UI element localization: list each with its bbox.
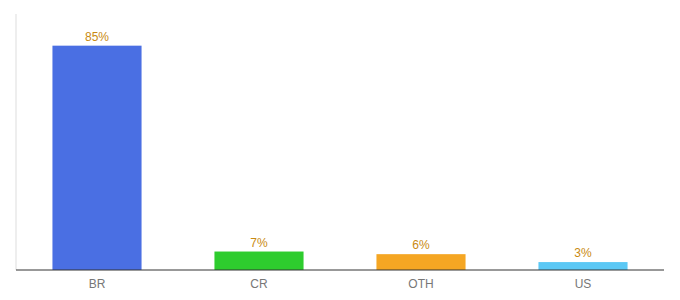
- bar: [52, 46, 141, 270]
- chart-container: 85% 7% 6% 3% BR CR OTH US: [0, 0, 680, 300]
- bar: [538, 262, 627, 270]
- data-label: 85%: [85, 30, 109, 44]
- x-tick-labels: BR CR OTH US: [89, 277, 592, 291]
- bar: [376, 254, 465, 270]
- x-axis-line: [16, 270, 664, 271]
- x-tick-label: CR: [250, 277, 268, 291]
- data-label: 7%: [250, 236, 268, 250]
- chart-svg: 85% 7% 6% 3% BR CR OTH US: [0, 0, 680, 300]
- x-tick-label: OTH: [408, 277, 433, 291]
- data-labels: 85% 7% 6% 3%: [85, 30, 592, 260]
- x-tick-label: BR: [89, 277, 106, 291]
- x-tick-label: US: [575, 277, 592, 291]
- bars: [52, 46, 627, 270]
- y-axis-line: [16, 14, 17, 270]
- data-label: 6%: [412, 238, 430, 252]
- bar: [214, 252, 303, 270]
- data-label: 3%: [574, 246, 592, 260]
